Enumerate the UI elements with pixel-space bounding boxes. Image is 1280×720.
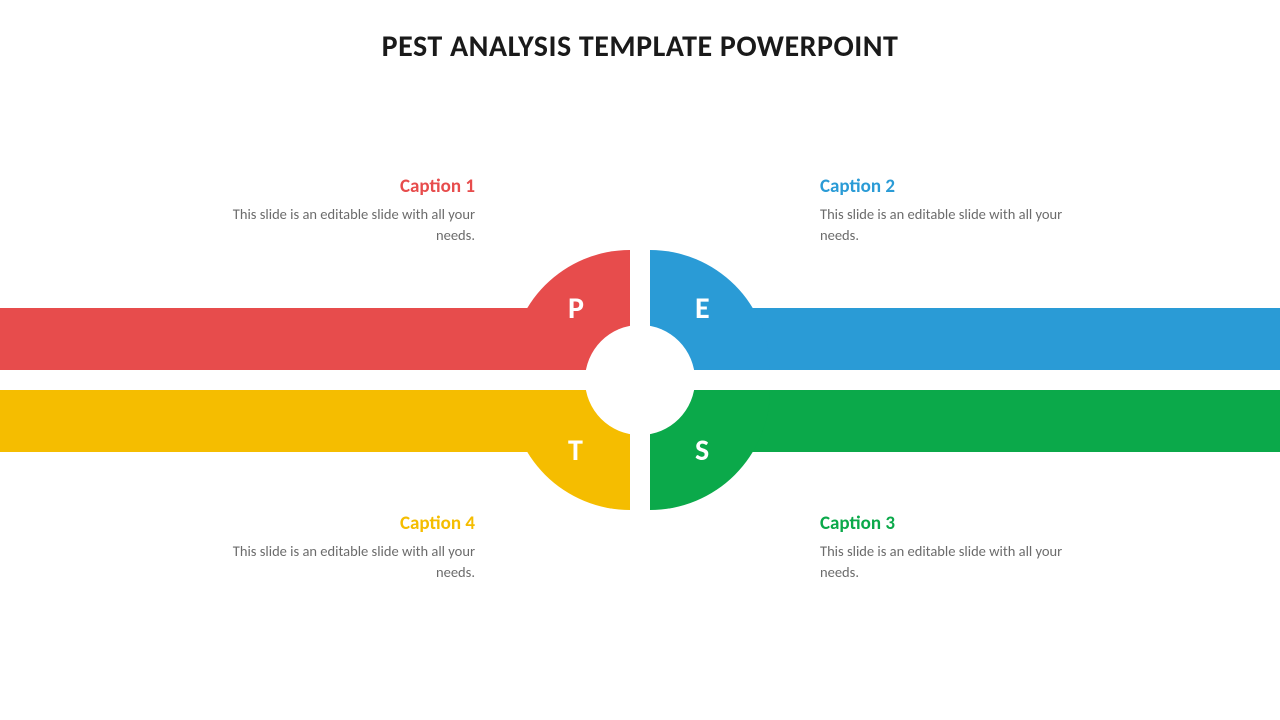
caption-1-desc: This slide is an editable slide with all… [215, 204, 475, 246]
letter-e: E [695, 290, 710, 327]
caption-4-title: Caption 4 [215, 512, 475, 535]
caption-1-title: Caption 1 [215, 175, 475, 198]
caption-2-desc: This slide is an editable slide with all… [820, 204, 1080, 246]
center-circle [585, 325, 695, 435]
caption-2-title: Caption 2 [820, 175, 1080, 198]
letter-s: S [695, 432, 709, 469]
caption-4-desc: This slide is an editable slide with all… [215, 541, 475, 583]
letter-t: T [568, 432, 583, 469]
caption-1: Caption 1 This slide is an editable slid… [215, 175, 475, 246]
caption-3: Caption 3 This slide is an editable slid… [820, 512, 1080, 583]
caption-2: Caption 2 This slide is an editable slid… [820, 175, 1080, 246]
caption-3-desc: This slide is an editable slide with all… [820, 541, 1080, 583]
letter-p: P [568, 290, 584, 327]
pest-diagram: P E S T Caption 1 This slide is an edita… [0, 0, 1280, 720]
caption-4: Caption 4 This slide is an editable slid… [215, 512, 475, 583]
caption-3-title: Caption 3 [820, 512, 1080, 535]
